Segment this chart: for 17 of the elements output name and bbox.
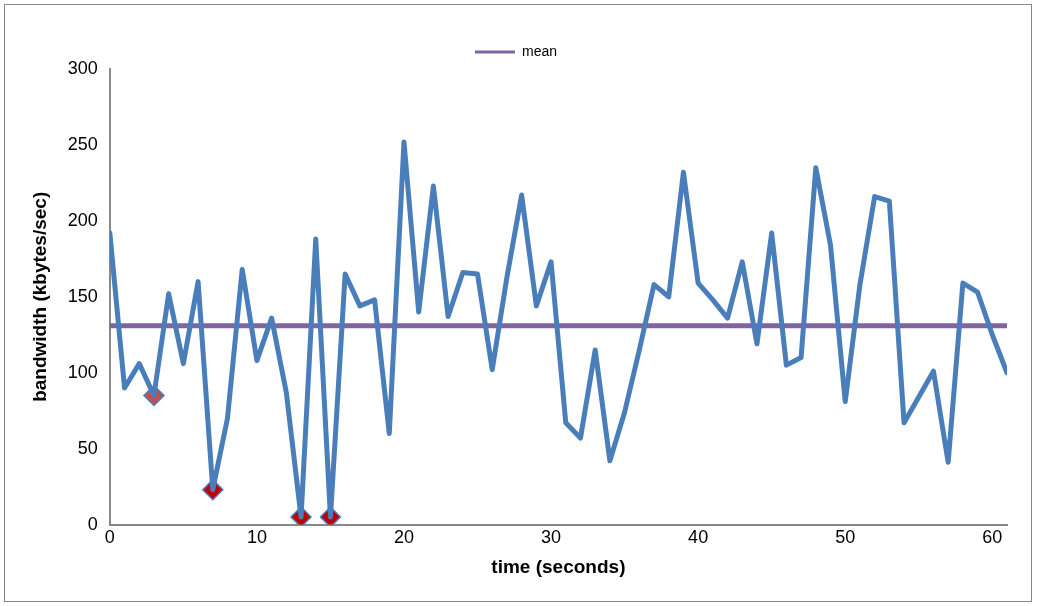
y-tick-label: 100 xyxy=(67,361,98,382)
x-tick-label: 20 xyxy=(393,527,414,548)
x-tick-label: 0 xyxy=(104,527,115,548)
y-tick-label: 0 xyxy=(87,513,98,534)
y-tick-label: 300 xyxy=(67,57,98,78)
x-tick-label: 50 xyxy=(835,527,856,548)
y-tick-label: 200 xyxy=(67,209,98,230)
y-tick-label: 250 xyxy=(67,133,98,154)
x-tick-label: 10 xyxy=(246,527,267,548)
x-axis-title: time (seconds) xyxy=(491,555,626,577)
legend-label: mean xyxy=(521,42,558,59)
x-tick-label: 60 xyxy=(982,527,1003,548)
x-tick-label: 40 xyxy=(688,527,709,548)
y-axis-title: bandwidth (kbytes/sec) xyxy=(28,191,50,402)
y-tick-label: 50 xyxy=(77,437,98,458)
x-tick-label: 30 xyxy=(541,527,562,548)
y-tick-label: 150 xyxy=(67,285,98,306)
